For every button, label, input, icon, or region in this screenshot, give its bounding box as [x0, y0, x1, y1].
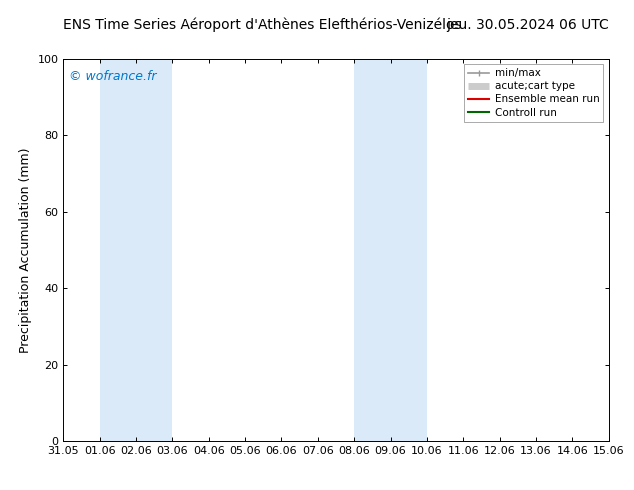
- Text: © wofrance.fr: © wofrance.fr: [69, 70, 157, 83]
- Text: ENS Time Series Aéroport d'Athènes Elefthérios-Venizélos: ENS Time Series Aéroport d'Athènes Eleft…: [63, 17, 462, 32]
- Bar: [354, 59, 427, 441]
- Text: jeu. 30.05.2024 06 UTC: jeu. 30.05.2024 06 UTC: [446, 18, 609, 32]
- Legend: min/max, acute;cart type, Ensemble mean run, Controll run: min/max, acute;cart type, Ensemble mean …: [464, 64, 604, 122]
- Bar: [100, 59, 172, 441]
- Y-axis label: Precipitation Accumulation (mm): Precipitation Accumulation (mm): [19, 147, 32, 353]
- Bar: [609, 59, 634, 441]
